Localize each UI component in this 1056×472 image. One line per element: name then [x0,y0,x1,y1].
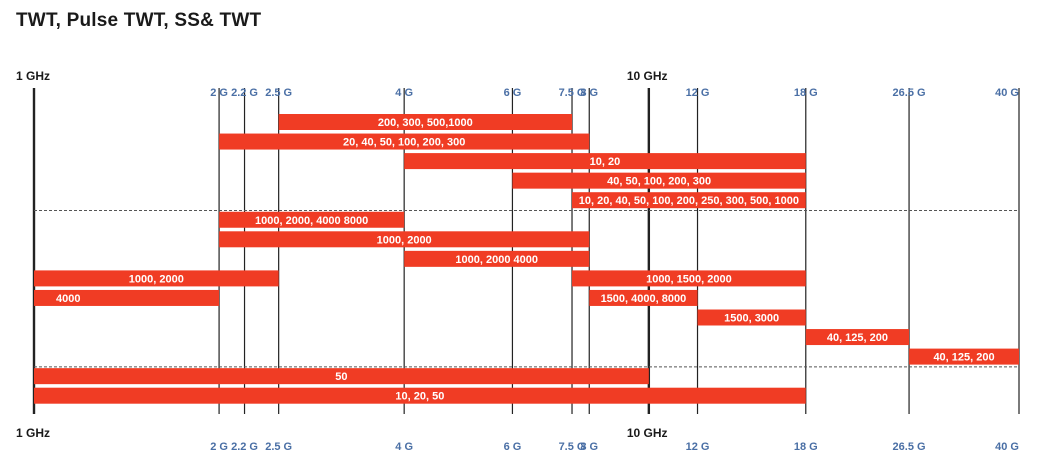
bar-label-9: 1000, 1500, 2000 [646,273,732,285]
tick-label-bottom: 2 G [210,441,228,453]
bar-5 [219,211,405,228]
bar-label-7: 1000, 2000 4000 [455,254,538,266]
bar-label-2: 10, 20 [590,156,621,168]
bar-label-11: 1500, 4000, 8000 [601,293,687,305]
major-tick-label-top: 1 GHz [16,69,50,83]
tick-label-top: 4 G [395,87,413,99]
tick-label-bottom: 7.5 G [559,441,586,453]
bar-1 [219,133,590,150]
tick-label-bottom: 2.5 G [265,441,292,453]
bar-label-15: 50 [335,371,347,383]
major-tick-label-bottom: 10 GHz [627,426,668,440]
tick-label-top: 12 G [686,87,710,99]
bar-label-8: 1000, 2000 [129,273,184,285]
bar-label-0: 200, 300, 500,1000 [378,117,473,129]
chart-title: TWT, Pulse TWT, SS& TWT [16,10,262,31]
tick-label-bottom: 6 G [504,441,522,453]
bar-label-6: 1000, 2000 [377,234,432,246]
bar-11 [589,289,698,306]
bar-12 [697,309,806,326]
tick-label-bottom: 2.2 G [231,441,258,453]
bar-4 [572,192,806,209]
tick-label-bottom: 4 G [395,441,413,453]
bar-layer: 200, 300, 500,1000 20, 40, 50, 100, 200, … [34,114,1019,404]
bar-label-16: 10, 20, 50 [395,391,444,403]
tick-label-bottom: 12 G [686,441,710,453]
tick-label-top: 7.5 G [559,87,586,99]
bar-label-14: 40, 125, 200 [933,352,994,364]
bar-label-10: 4000 [56,293,80,305]
bar-8 [34,270,279,287]
tick-label-bottom: 26.5 G [893,441,926,453]
tick-label-top: 2.5 G [265,87,292,99]
bar-0 [278,114,573,130]
bar-15 [34,368,649,385]
bar-2 [404,153,806,170]
tick-label-top: 40 G [995,87,1019,99]
bar-label-5: 1000, 2000, 4000 8000 [255,215,368,227]
bar-10 [34,289,220,306]
major-tick-label-top: 10 GHz [627,69,668,83]
tick-label-top: 26.5 G [893,87,926,99]
bar-7 [404,250,590,267]
tick-label-bottom: 18 G [794,441,818,453]
bar-label-13: 40, 125, 200 [827,332,888,344]
major-tick-label-bottom: 1 GHz [16,426,50,440]
tick-label-top: 2.2 G [231,87,258,99]
tick-label-top: 18 G [794,87,818,99]
bar-6 [219,231,590,248]
bar-9 [572,270,806,287]
tick-label-bottom: 8 G [580,441,598,453]
bar-16 [34,387,806,404]
bar-label-1: 20, 40, 50, 100, 200, 300 [343,137,465,149]
tick-label-top: 8 G [580,87,598,99]
bar-13 [805,329,910,346]
bar-14 [909,348,1019,365]
tick-label-bottom: 40 G [995,441,1019,453]
tick-label-top: 6 G [504,87,522,99]
bar-label-3: 40, 50, 100, 200, 300 [607,176,711,188]
bar-label-12: 1500, 3000 [724,313,779,325]
bar-label-4: 10, 20, 40, 50, 100, 200, 250, 300, 500,… [579,195,799,207]
tick-label-top: 2 G [210,87,228,99]
bar-3 [512,172,806,189]
